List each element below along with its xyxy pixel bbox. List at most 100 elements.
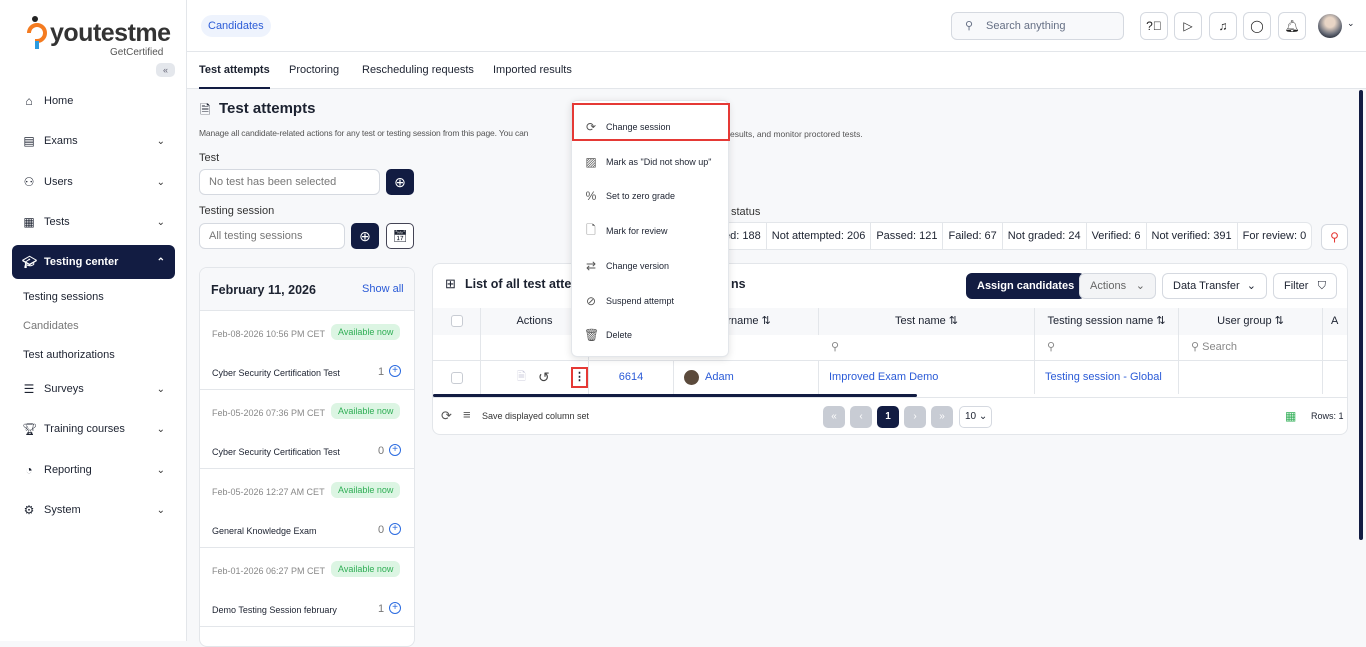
actions-dropdown[interactable]: Actions ⌄ — [1079, 273, 1156, 299]
menu-item-mark-as-did-not-show-up[interactable]: ▨ Mark as "Did not show up" — [584, 152, 711, 172]
support-button[interactable]: ♫ — [1209, 12, 1237, 40]
menu-item-mark-for-review[interactable]: 🗋 Mark for review — [584, 221, 667, 241]
logo[interactable]: youtestme GetCertified — [26, 16, 176, 58]
select-all-checkbox[interactable] — [450, 315, 463, 327]
attempt-id[interactable]: 6614 — [589, 361, 674, 394]
sidebar-item-reporting[interactable]: ◔ Reporting ⌄ — [12, 453, 175, 487]
status-badge: Available now — [331, 403, 401, 419]
column-header-test-name[interactable]: Test name ⇅ — [819, 308, 1035, 335]
testing-session-label: Testing session — [199, 205, 275, 217]
report-icon[interactable]: 🗎 — [517, 371, 526, 383]
session-item[interactable]: Feb-05-2026 07:36 PM CET Available now C… — [200, 390, 414, 469]
username-cell[interactable]: Adam — [674, 361, 819, 394]
add-candidate-icon[interactable]: + — [389, 523, 401, 535]
user-group-cell — [1179, 361, 1323, 394]
assign-candidates-button[interactable]: Assign candidates — [966, 273, 1086, 299]
tab-proctoring[interactable]: Proctoring — [289, 64, 340, 76]
session-name: Demo Testing Session february — [212, 605, 337, 615]
user-group-filter-input[interactable]: ⚲ Search — [1179, 335, 1323, 361]
column-header-next[interactable]: A — [1323, 308, 1347, 335]
breadcrumb[interactable]: Candidates — [201, 15, 271, 37]
tab-rescheduling-requests[interactable]: Rescheduling requests — [362, 64, 474, 76]
stat-verified[interactable]: Verified: 6 — [1087, 223, 1147, 249]
save-column-set-button[interactable]: Save displayed column set — [482, 411, 590, 421]
session-name-link[interactable]: Testing session - Global — [1035, 361, 1179, 394]
session-candidate-count: 0 — [378, 445, 385, 457]
session-filter-input[interactable]: ⚲ — [1035, 335, 1179, 361]
sidebar-item-surveys[interactable]: ☰ Surveys ⌄ — [12, 372, 175, 406]
filter-button[interactable]: Filter ⛉ — [1273, 273, 1337, 299]
column-header-user-group[interactable]: User group ⇅ — [1179, 308, 1323, 335]
stat-attempted[interactable]: ted: 188 — [699, 223, 767, 249]
play-button[interactable]: ▷ — [1174, 12, 1202, 40]
session-item[interactable]: Feb-08-2026 10:56 PM CET Available now C… — [200, 311, 414, 390]
stat-passed[interactable]: Passed: 121 — [871, 223, 944, 249]
menu-item-set-to-zero-grade[interactable]: % Set to zero grade — [584, 186, 675, 206]
column-header-testing-session[interactable]: Testing session name ⇅ — [1035, 308, 1179, 335]
sidebar-subitem-candidates[interactable]: Candidates — [23, 320, 79, 332]
stat-not-graded[interactable]: Not graded: 24 — [1003, 223, 1087, 249]
global-search-input[interactable]: ⚲ Search anything — [951, 12, 1124, 40]
session-item[interactable]: Feb-05-2026 12:27 AM CET Available now G… — [200, 469, 414, 548]
username-link[interactable]: Adam — [705, 371, 734, 383]
notifications-button[interactable]: 🔔︎ — [1278, 12, 1306, 40]
excel-export-icon[interactable]: ▦ — [1285, 409, 1297, 423]
first-page-button[interactable]: « — [823, 406, 845, 428]
horizontal-scrollbar[interactable] — [433, 394, 917, 397]
stat-failed[interactable]: Failed: 67 — [943, 223, 1003, 249]
calendar-button[interactable]: 📅︎ — [386, 223, 414, 249]
tab-imported-results[interactable]: Imported results — [493, 64, 572, 76]
data-transfer-dropdown[interactable]: Data Transfer ⌄ — [1162, 273, 1267, 299]
menu-item-change-version[interactable]: ⇄ Change version — [584, 256, 669, 276]
sidebar-item-exams[interactable]: ▤ Exams ⌄ — [12, 124, 175, 158]
chat-button[interactable]: ◯ — [1243, 12, 1271, 40]
chevron-down-icon[interactable]: ⌄ — [1347, 18, 1355, 28]
next-page-button[interactable]: › — [904, 406, 926, 428]
menu-item-suspend-attempt[interactable]: ⊘ Suspend attempt — [584, 291, 674, 311]
select-session-button[interactable]: ⊕ — [351, 223, 379, 249]
sidebar-item-users[interactable]: ⚇ Users ⌄ — [12, 165, 175, 199]
show-all-link[interactable]: Show all — [362, 283, 404, 295]
test-select-input[interactable]: No test has been selected — [199, 169, 380, 195]
tab-test-attempts[interactable]: Test attempts — [199, 52, 270, 89]
help-button[interactable]: ?⃝ — [1140, 12, 1168, 40]
sidebar-item-system[interactable]: ⚙ System ⌄ — [12, 493, 175, 527]
page-scrollbar[interactable] — [1359, 90, 1363, 540]
review-icon: 🗋 — [586, 222, 596, 237]
reset-icon[interactable]: ↺ — [538, 369, 550, 385]
stat-not-verified[interactable]: Not verified: 391 — [1147, 223, 1238, 249]
menu-item-change-session[interactable]: ⟳ Change session — [584, 117, 671, 137]
headphones-icon: ♫ — [1218, 19, 1228, 33]
sidebar-item-label: Testing center — [44, 256, 119, 268]
user-avatar[interactable] — [1318, 14, 1342, 38]
bell-icon: 🔔︎ — [1284, 19, 1300, 33]
last-page-button[interactable]: » — [931, 406, 953, 428]
sidebar-item-training-courses[interactable]: 🏆︎ Training courses ⌄ — [12, 412, 175, 446]
select-test-button[interactable]: ⊕ — [386, 169, 414, 195]
stat-not-attempted[interactable]: Not attempted: 206 — [767, 223, 872, 249]
stat-for-review[interactable]: For review: 0 — [1242, 230, 1307, 242]
sidebar-item-testing-center[interactable]: 🎓︎ Testing center ⌃ — [12, 245, 175, 279]
collapse-sidebar-button[interactable]: « — [156, 63, 175, 77]
add-candidate-icon[interactable]: + — [389, 444, 401, 456]
row-checkbox[interactable] — [450, 372, 463, 384]
sidebar-item-home[interactable]: ⌂ Home — [12, 84, 175, 118]
menu-icon[interactable]: ≡ — [463, 407, 471, 422]
sidebar-item-tests[interactable]: ▦ Tests ⌄ — [12, 205, 175, 239]
add-candidate-icon[interactable]: + — [389, 365, 401, 377]
clear-filters-button[interactable]: ⚲ — [1321, 224, 1348, 250]
menu-item-delete[interactable]: 🗑︎ Delete — [584, 325, 632, 345]
test-name-link[interactable]: Improved Exam Demo — [819, 361, 1035, 394]
sidebar-subitem-testing-sessions[interactable]: Testing sessions — [23, 291, 104, 303]
current-page[interactable]: 1 — [877, 406, 899, 428]
testing-session-input[interactable]: All testing sessions — [199, 223, 345, 249]
sidebar-subitem-test-authorizations[interactable]: Test authorizations — [23, 349, 115, 361]
page-size-select[interactable]: 10 ⌄ — [959, 406, 992, 428]
more-options-button[interactable]: ⋮ — [571, 367, 588, 388]
test-name-filter-input[interactable]: ⚲ — [819, 335, 1035, 361]
add-candidate-icon[interactable]: + — [389, 602, 401, 614]
session-item[interactable]: Feb-01-2026 06:27 PM CET Available now D… — [200, 548, 414, 627]
refresh-icon[interactable]: ⟳ — [441, 408, 452, 423]
trophy-icon: 🏆︎ — [22, 422, 38, 436]
prev-page-button[interactable]: ‹ — [850, 406, 872, 428]
